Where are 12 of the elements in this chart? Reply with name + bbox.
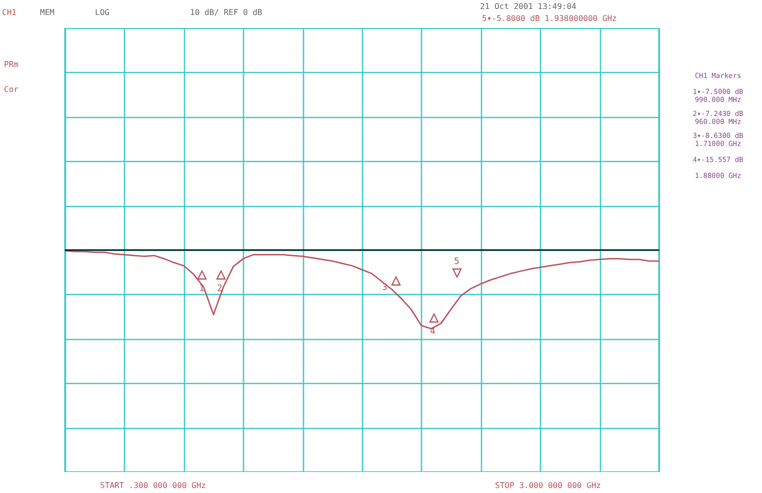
text: STOP 3.000 000 000 GHz bbox=[495, 481, 601, 490]
text: MEM bbox=[40, 8, 54, 17]
text: 10 dB/ REF 0 dB bbox=[190, 8, 262, 17]
text: START .300 000 000 GHz bbox=[100, 481, 206, 490]
text: Cor bbox=[4, 85, 18, 94]
text: 21 Oct 2001 13:49:04 bbox=[480, 2, 576, 11]
text: LOG bbox=[95, 8, 110, 17]
text: PRm bbox=[4, 60, 18, 69]
annotation: 5 bbox=[454, 257, 460, 267]
annotation: 2 bbox=[217, 284, 222, 294]
text: 5▾-5.8000 dB 1.938000000 GHz bbox=[482, 14, 617, 23]
text: CH1 bbox=[2, 8, 16, 17]
